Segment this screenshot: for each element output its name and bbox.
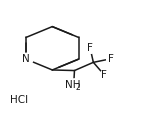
Text: 2: 2 [76, 83, 81, 92]
Text: NH: NH [65, 80, 80, 90]
Text: F: F [87, 43, 93, 53]
Text: F: F [108, 54, 114, 64]
Text: HCl: HCl [10, 95, 28, 105]
Text: N: N [22, 54, 30, 64]
Text: F: F [101, 70, 107, 80]
